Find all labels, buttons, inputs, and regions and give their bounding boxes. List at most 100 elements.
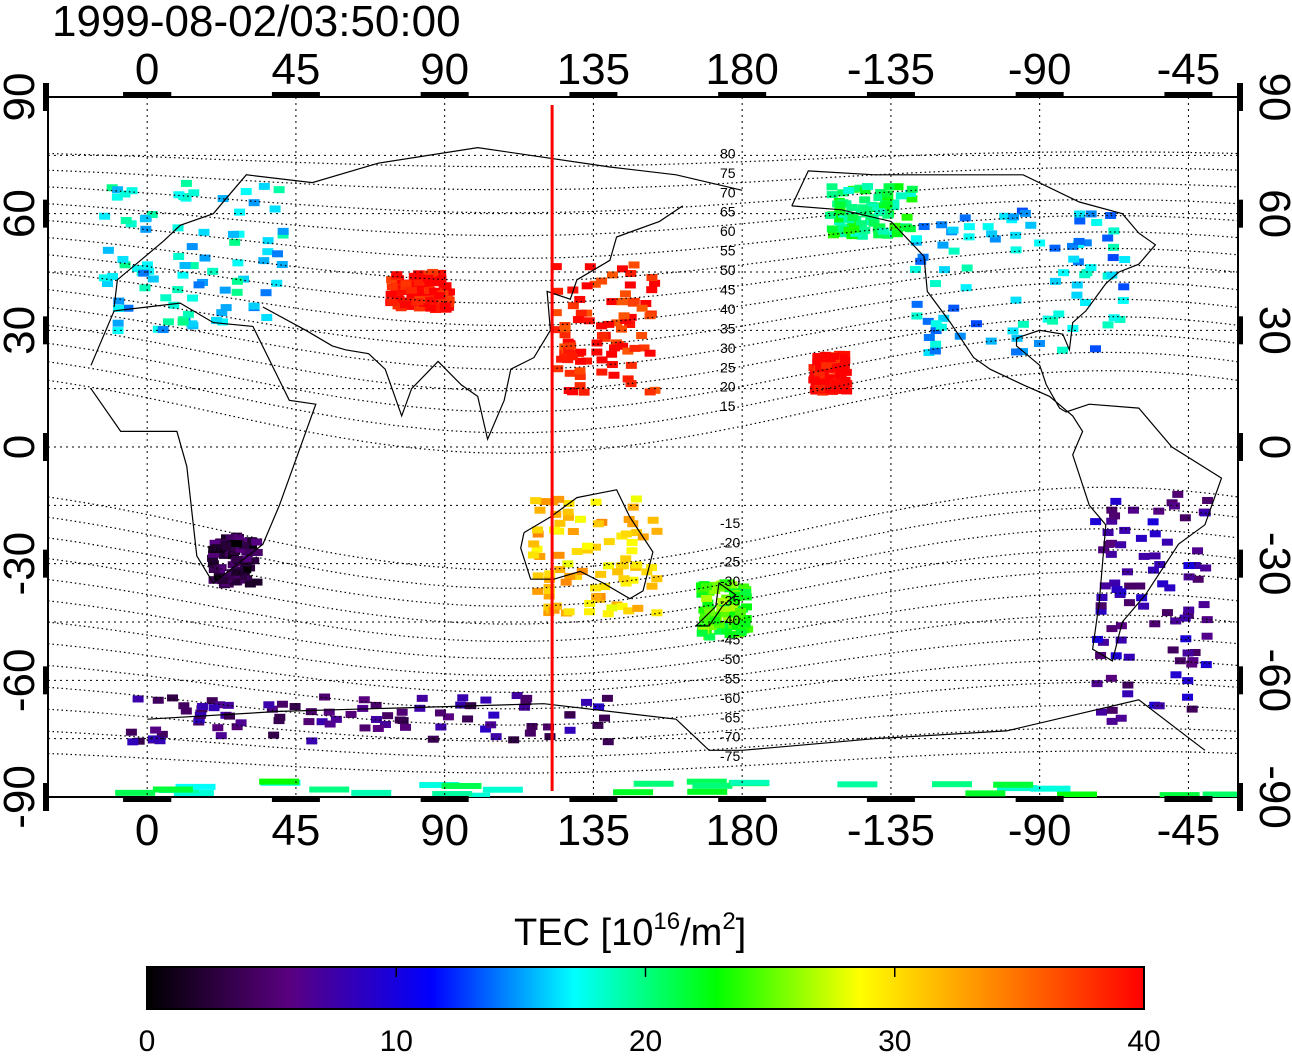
tec-cell (1102, 321, 1114, 329)
tec-cell (1159, 792, 1200, 797)
tec-cell (231, 277, 243, 285)
magnetic-latitude-label: 80 (720, 145, 736, 161)
tec-cell (434, 292, 446, 300)
tec-cell (628, 261, 640, 269)
tec-cell (1106, 625, 1118, 633)
tec-cell (1010, 231, 1022, 239)
tec-cell (233, 230, 245, 238)
tec-cell (911, 300, 923, 308)
tec-cell (618, 575, 630, 583)
tec-cell (413, 278, 425, 286)
frame-tick-top (1015, 92, 1064, 98)
tec-cell (443, 288, 455, 296)
tec-cell (119, 261, 131, 269)
tec-cell (1179, 514, 1191, 522)
tec-cell (563, 346, 575, 354)
tec-cell (244, 580, 256, 588)
tec-cell (413, 286, 425, 294)
left-tick-label: 30 (0, 306, 44, 355)
tec-cell (319, 693, 331, 701)
tec-cell (631, 561, 643, 569)
tec-cell (838, 382, 850, 390)
magnetic-latitude-line (48, 681, 1238, 726)
tec-cell (386, 298, 398, 306)
tec-cell (612, 568, 624, 576)
tec-cell (208, 704, 220, 712)
right-tick-label: -30 (1250, 532, 1292, 596)
tec-cell (526, 723, 538, 731)
tec-cell (1122, 681, 1134, 689)
magnetic-latitude-contours (48, 151, 1238, 774)
tec-cell (564, 726, 576, 734)
tec-cell (1105, 550, 1117, 558)
tec-cell (416, 694, 428, 702)
tec-cell (1106, 706, 1118, 714)
tec-cell (1010, 246, 1022, 254)
tec-cell (138, 269, 150, 277)
tec-cell (719, 610, 731, 618)
tec-cell (1019, 209, 1031, 217)
frame-tick-right (1237, 549, 1243, 578)
tec-cell (231, 723, 243, 731)
tec-cell (731, 622, 743, 630)
tec-cell (427, 735, 439, 743)
tec-cell (564, 711, 576, 719)
left-tick-label: -60 (0, 649, 44, 713)
tec-cell (873, 231, 885, 239)
tec-cell (646, 286, 658, 294)
tec-cell (596, 322, 608, 330)
bottom-longitude-labels: 0 45 90 135 180 -135 -90 -45 (135, 806, 1220, 855)
tec-cell (550, 326, 562, 334)
bottom-tick-label: 135 (557, 806, 630, 855)
bottom-tick-label: 180 (705, 806, 778, 855)
tec-cell (215, 732, 227, 740)
tec-cell (207, 554, 219, 562)
tec-cell (392, 302, 404, 310)
tec-cell (1068, 255, 1080, 263)
tec-cell (606, 271, 618, 279)
tec-cell (618, 312, 630, 320)
tec-cell (277, 231, 289, 239)
tec-cell (115, 789, 156, 796)
frame-tick-left (43, 199, 49, 228)
tec-cell (1115, 636, 1127, 644)
tec-cell (615, 562, 627, 570)
tec-cell (559, 331, 571, 339)
tec-cell (847, 214, 859, 222)
tec-cell (619, 290, 631, 298)
tec-cell (193, 281, 205, 289)
tec-cell (825, 211, 837, 219)
tec-cell (244, 548, 256, 556)
tec-cell (1118, 283, 1130, 291)
tec-cell (508, 736, 520, 744)
magnetic-latitude-label: 75 (720, 165, 736, 181)
tec-cell (462, 715, 474, 723)
frame-tick-top (866, 92, 915, 98)
tec-cell (623, 515, 635, 523)
tec-cell (891, 230, 903, 238)
tec-cell (1117, 296, 1129, 304)
tec-cell (1192, 575, 1204, 583)
tec-cell (1105, 211, 1117, 219)
tec-cell (834, 208, 846, 216)
tec-cell (1091, 218, 1103, 226)
tec-cell (258, 257, 270, 265)
tec-cell (1183, 573, 1195, 581)
tec-cell (1170, 671, 1182, 679)
tec-cell (231, 568, 243, 576)
tec-cell (1149, 530, 1161, 538)
tec-cell (909, 265, 921, 273)
tec-cell (154, 737, 166, 745)
tec-cell (1106, 717, 1118, 725)
tec-cell (1200, 661, 1212, 669)
tec-cell (837, 189, 849, 197)
tec-cell (882, 231, 894, 239)
right-latitude-labels: 90 60 30 0 -30 -60 -90 (1250, 73, 1292, 829)
tec-cell (219, 286, 231, 294)
tec-cell (1136, 594, 1148, 602)
tec-cell (133, 737, 145, 745)
tec-cell (895, 192, 907, 200)
tec-cell (1138, 602, 1150, 610)
tec-region-alaska (825, 183, 918, 240)
